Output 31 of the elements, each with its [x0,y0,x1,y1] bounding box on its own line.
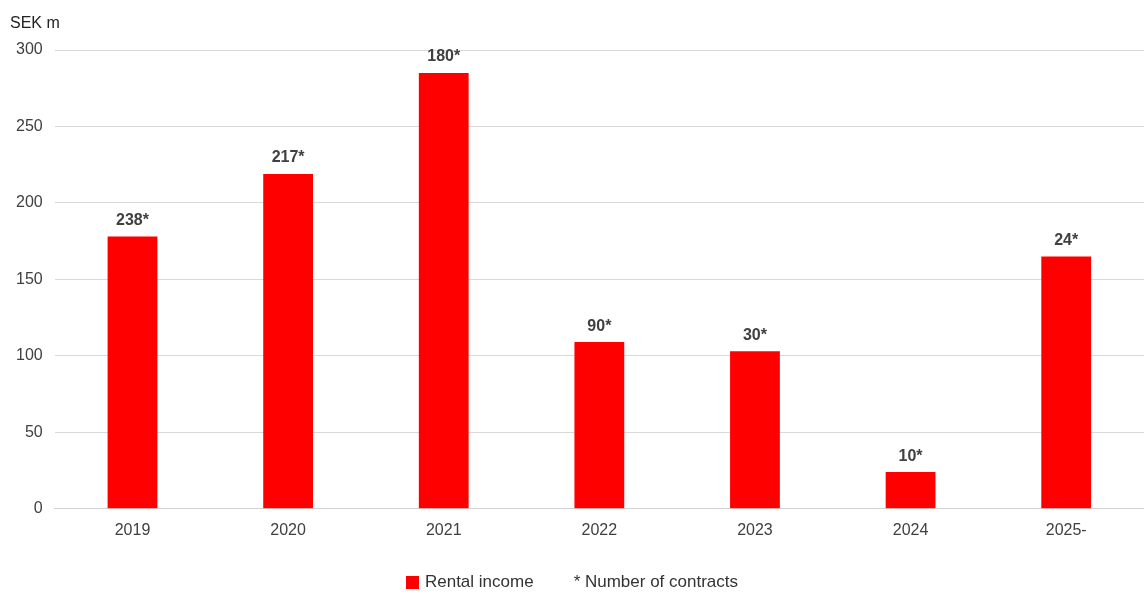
y-tick-label: 150 [15,269,43,287]
annotation: 180* [427,47,461,65]
y-tick-label: 0 [33,499,43,517]
x-tick-label: 2022 [581,520,618,538]
y-tick-label: 200 [15,193,43,211]
x-tick-label: 2024 [892,520,929,538]
bar [1041,256,1092,509]
bar [107,236,158,509]
annotation: 10* [898,446,924,464]
x-tick-label: 2020 [270,520,307,538]
y-tick-label: 100 [15,346,43,364]
annotation: 90* [587,316,613,334]
x-tick-label: 2021 [425,520,462,538]
x-tick-label: 2019 [114,520,151,538]
bar [418,72,469,509]
legend-label: Rental income [423,572,534,592]
annotation: 30* [742,325,768,343]
y-tick-label: 300 [15,40,43,58]
y-axis-title: SEK m [10,14,60,32]
annotation: 24* [1054,230,1079,248]
y-tick-label: 250 [15,116,43,134]
text: * Number of contracts [573,572,739,592]
annotation: 238* [116,210,150,228]
x-tick-label: 2025- [1045,520,1087,538]
bar [730,351,780,509]
bar [263,173,314,509]
bar [885,472,936,509]
annotation: 217* [271,148,306,166]
y-tick-label: 50 [24,422,43,440]
bar [574,342,625,509]
x-tick-label: 2023 [737,520,773,538]
